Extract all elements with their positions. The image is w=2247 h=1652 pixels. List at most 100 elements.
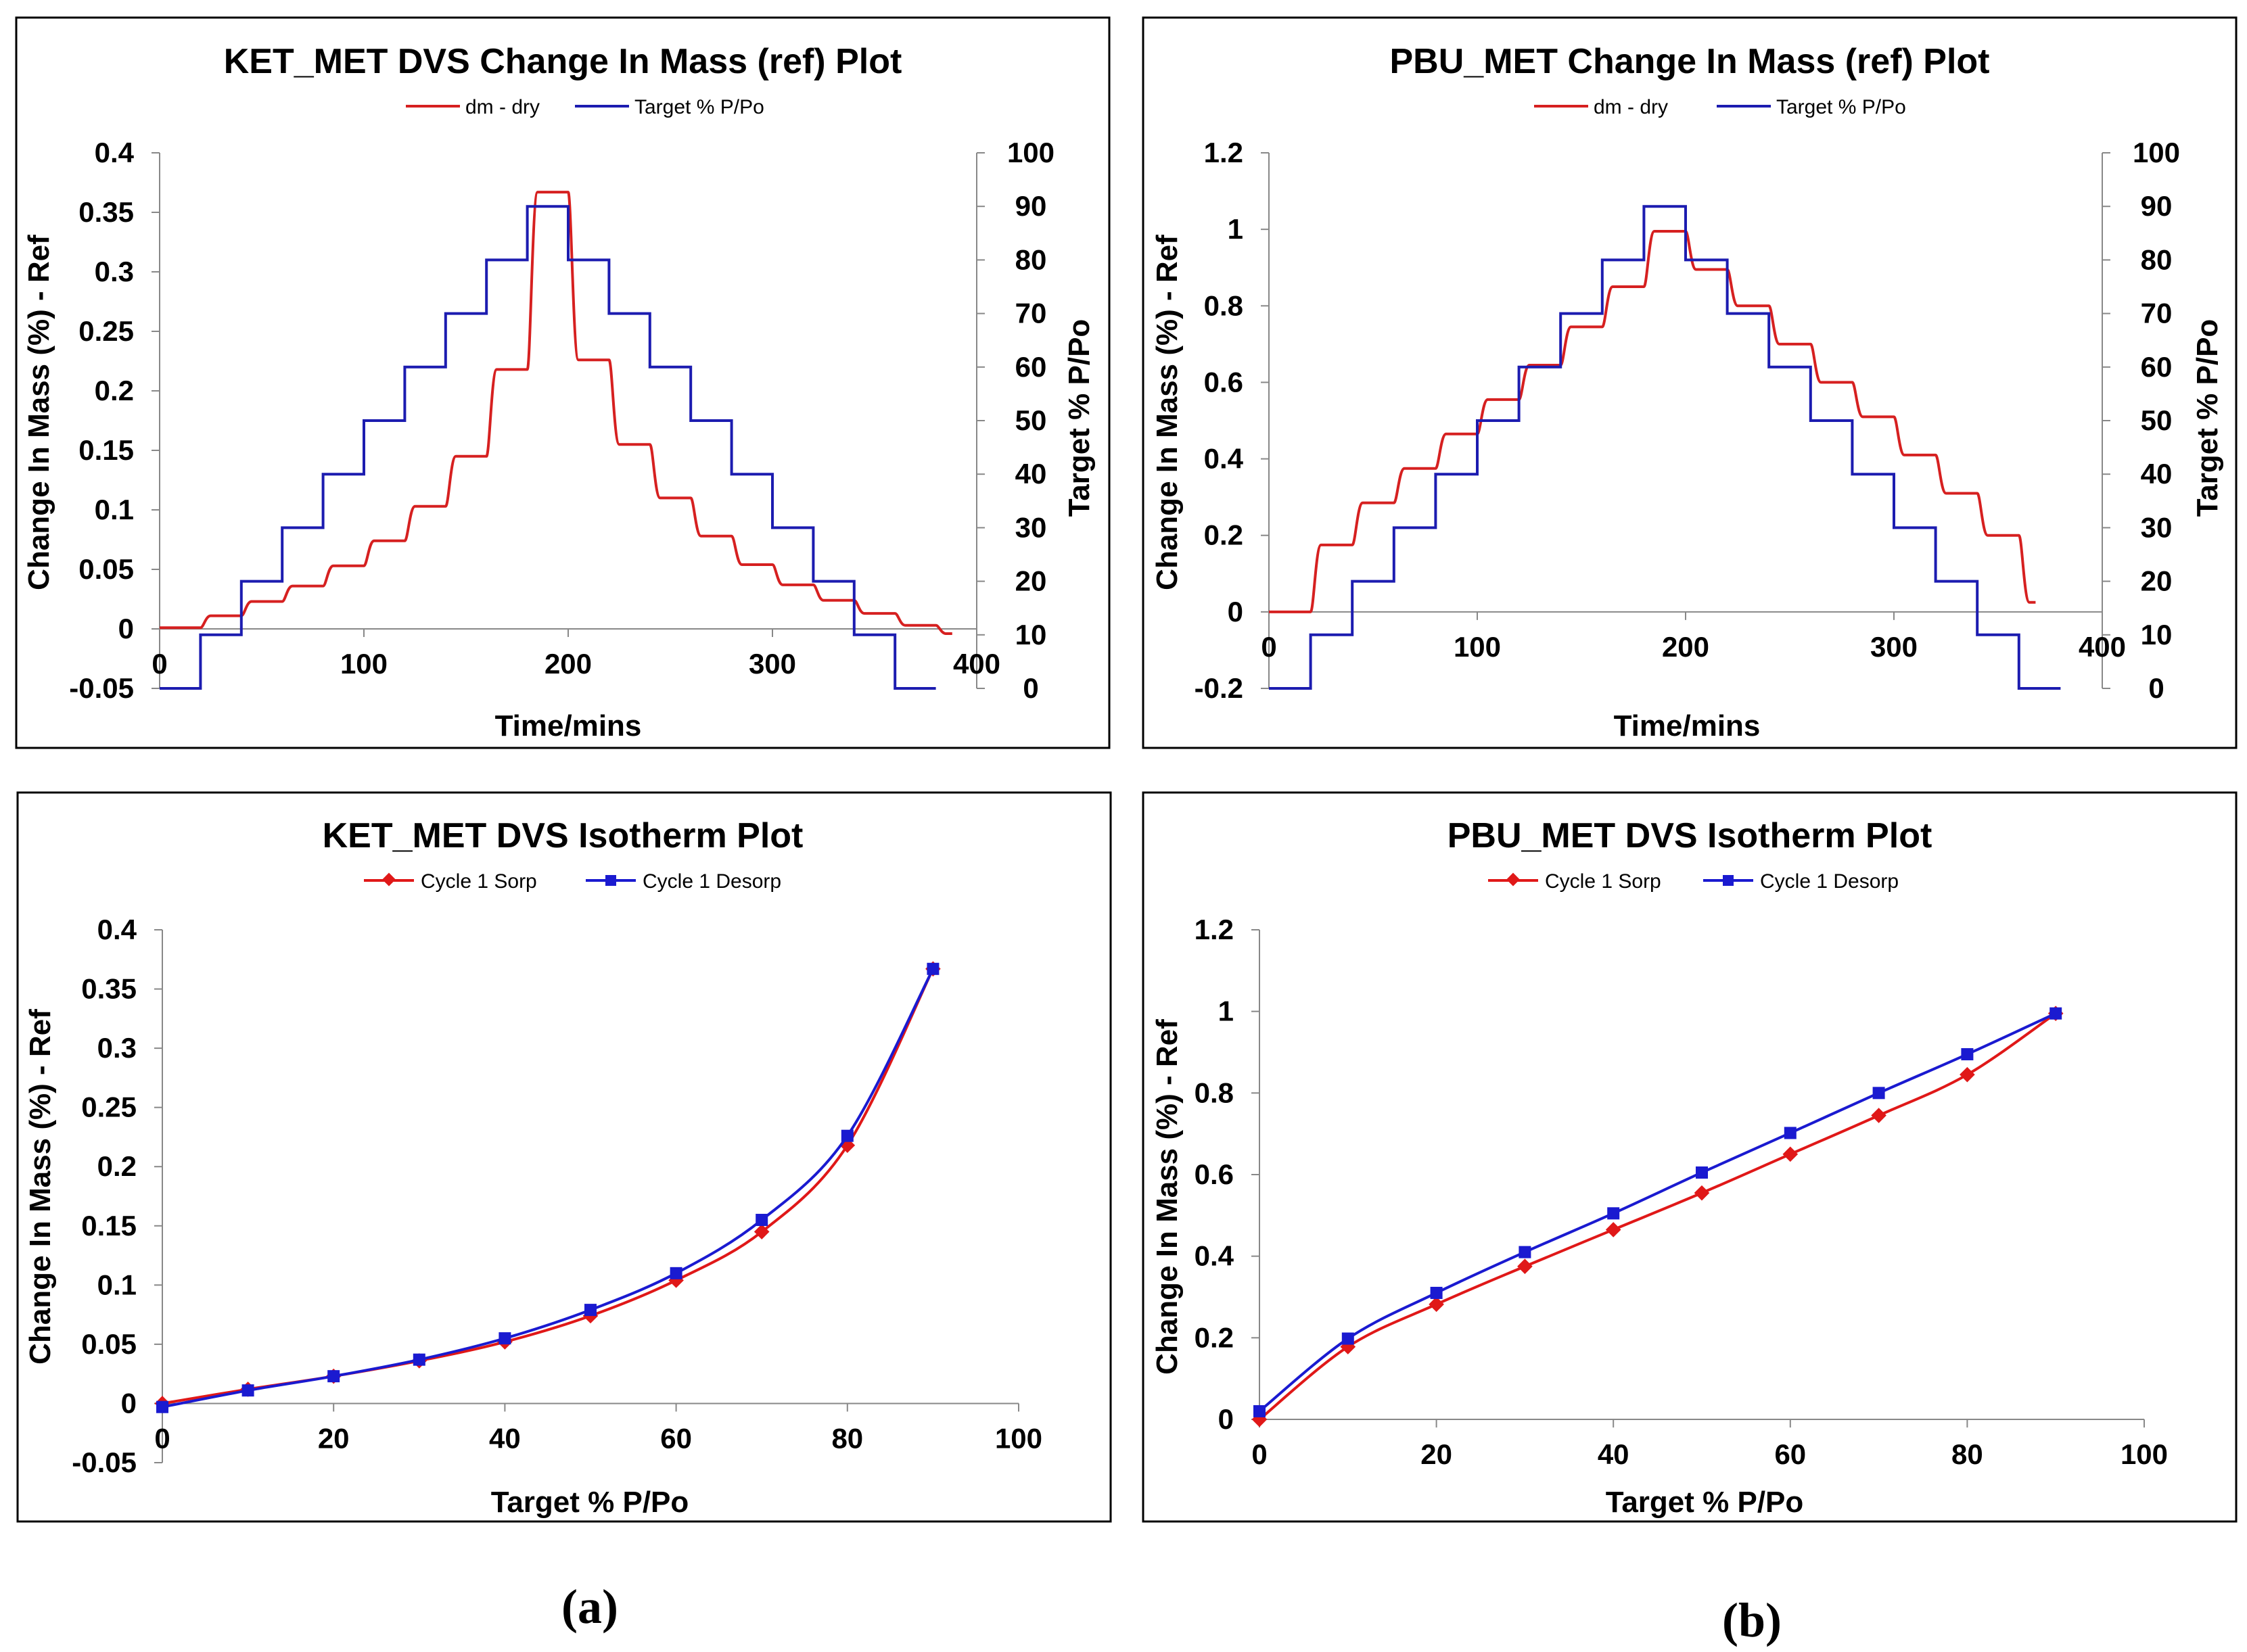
x-tick-label: 100 bbox=[2121, 1438, 2168, 1470]
y-tick-label: 0.1 bbox=[95, 494, 134, 525]
series-dm-dry-line bbox=[160, 191, 952, 636]
y-tick-label: 0 bbox=[118, 613, 134, 644]
chart-frame bbox=[1142, 16, 2238, 749]
y-tick-label: 0 bbox=[121, 1387, 137, 1419]
legend-label-dm-dry: dm - dry bbox=[465, 96, 540, 118]
y-tick-label: 0.6 bbox=[1204, 366, 1243, 398]
x-tick-label: 20 bbox=[318, 1422, 350, 1454]
y-tick-label: -0.2 bbox=[1195, 672, 1243, 704]
y2-axis-label: Target % P/Po bbox=[1063, 319, 1096, 517]
chart-frame bbox=[1142, 791, 2238, 1523]
plot-area: -0.2 0 0.2 0.4 0.6 0.8 1 1.2 0 100 200 300 400 0 10 20 3… bbox=[1195, 137, 2180, 704]
y-tick-label: 0 bbox=[1228, 596, 1243, 628]
y-tick-label: 0.6 bbox=[1195, 1158, 1234, 1190]
y2-tick-label: 0 bbox=[2148, 672, 2164, 704]
y-tick-label: 1.2 bbox=[1204, 137, 1243, 168]
y2-tick-label: 60 bbox=[2141, 351, 2173, 383]
series-cycle-1-sorp-point bbox=[1605, 1222, 1621, 1237]
y-tick-label: 0.25 bbox=[81, 1091, 137, 1123]
y-tick-label: 0.35 bbox=[81, 973, 137, 1005]
y2-tick-label: 70 bbox=[1015, 298, 1047, 329]
panel-label-b: (b) bbox=[1722, 1593, 1782, 1647]
panel-label-a: (a) bbox=[561, 1580, 618, 1634]
x-tick-label: 300 bbox=[1870, 631, 1918, 663]
y-tick-label: 0.2 bbox=[1195, 1321, 1234, 1353]
series-cycle-1-desorp-point bbox=[1607, 1207, 1620, 1220]
x-tick-label: 200 bbox=[545, 648, 592, 680]
chart-legend: dm - dry Target % P/Po bbox=[406, 96, 764, 118]
y-tick-label: 0.15 bbox=[78, 434, 134, 466]
legend-marker-desorp bbox=[1723, 875, 1734, 886]
y2-tick-label: 40 bbox=[2141, 458, 2173, 490]
y-axis-label: Change In Mass (%) - Ref bbox=[1151, 235, 1184, 590]
y2-tick-label: 30 bbox=[1015, 511, 1047, 543]
y-tick-label: -0.05 bbox=[72, 1446, 137, 1478]
chart-legend: Cycle 1 Sorp Cycle 1 Desorp bbox=[1488, 870, 1899, 893]
chart-legend: Cycle 1 Sorp Cycle 1 Desorp bbox=[364, 870, 781, 893]
x-tick-label: 0 bbox=[1251, 1438, 1267, 1470]
y-tick-label: 0.4 bbox=[1204, 443, 1244, 475]
y-tick-label: 0.15 bbox=[81, 1210, 137, 1242]
x-tick-label: 100 bbox=[1454, 631, 1501, 663]
y-tick-label: 0.2 bbox=[95, 375, 134, 406]
y-tick-label: 0.05 bbox=[81, 1328, 137, 1360]
series-cycle-1-sorp-point bbox=[1960, 1066, 1975, 1083]
y2-tick-label: 50 bbox=[2141, 404, 2173, 436]
y-tick-label: 0.4 bbox=[1195, 1240, 1234, 1272]
series-cycle-1-sorp-line bbox=[1258, 1012, 2057, 1421]
x-tick-label: 80 bbox=[1951, 1438, 1983, 1470]
y-tick-label: 0.4 bbox=[97, 914, 137, 945]
x-tick-label: 400 bbox=[953, 648, 1000, 680]
series-cycle-1-desorp-point bbox=[156, 1400, 168, 1413]
y-tick-label: 1 bbox=[1218, 995, 1234, 1027]
chart-frame bbox=[15, 16, 1111, 749]
series-cycle-1-desorp-point bbox=[327, 1370, 340, 1383]
legend-marker-desorp bbox=[605, 875, 616, 886]
series-cycle-1-desorp-point bbox=[1961, 1048, 1974, 1061]
y2-tick-label: 20 bbox=[2141, 565, 2173, 597]
y-tick-label: 0 bbox=[1218, 1403, 1234, 1435]
plot-area: 0 0.2 0.4 0.6 0.8 1 1.2 0 20 40 60 80 100 bbox=[1195, 914, 2168, 1470]
series-cycle-1-desorp-point bbox=[756, 1214, 768, 1227]
y2-tick-label: 0 bbox=[1023, 672, 1038, 704]
y2-tick-label: 80 bbox=[2141, 243, 2173, 275]
y-tick-label: 0.2 bbox=[97, 1150, 137, 1182]
series-cycle-1-desorp-point bbox=[2049, 1007, 2062, 1020]
series-cycle-1-desorp-point bbox=[1696, 1166, 1708, 1179]
legend-label-sorp: Cycle 1 Sorp bbox=[421, 870, 537, 893]
series-cycle-1-desorp-point bbox=[1872, 1087, 1885, 1100]
chart-pbu-mass: PBU_MET Change In Mass (ref) Plot dm - d… bbox=[1142, 16, 2238, 749]
legend-label-desorp: Cycle 1 Desorp bbox=[643, 870, 781, 893]
y-tick-label: 0.8 bbox=[1195, 1077, 1234, 1108]
y2-tick-label: 10 bbox=[2141, 619, 2173, 651]
series-cycle-1-desorp-point bbox=[841, 1129, 854, 1142]
chart-title: PBU_MET DVS Isotherm Plot bbox=[1447, 816, 1932, 855]
x-axis-label: Time/mins bbox=[1614, 709, 1761, 742]
y-tick-label: 0.05 bbox=[78, 553, 134, 585]
x-tick-label: 400 bbox=[2079, 631, 2126, 663]
chart-title: PBU_MET Change In Mass (ref) Plot bbox=[1390, 42, 1990, 81]
y-tick-label: 1.2 bbox=[1195, 914, 1234, 945]
chart-pbu-iso: PBU_MET DVS Isotherm Plot Cycle 1 Sorp C… bbox=[1142, 791, 2238, 1523]
y-axis-label: Change In Mass (%) - Ref bbox=[22, 235, 55, 590]
plot-area: -0.05 0 0.05 0.1 0.15 0.2 0.25 0.3 0.35 0.4 0 20 40 6… bbox=[72, 914, 1042, 1478]
y2-tick-label: 50 bbox=[1015, 404, 1047, 436]
x-tick-label: 0 bbox=[1261, 631, 1276, 663]
series-cycle-1-desorp-point bbox=[1430, 1286, 1443, 1299]
x-axis-label: Time/mins bbox=[495, 709, 642, 742]
legend-label-target: Target % P/Po bbox=[634, 96, 764, 118]
y-tick-label: 1 bbox=[1228, 213, 1243, 245]
x-tick-label: 40 bbox=[1598, 1438, 1629, 1470]
y2-tick-label: 90 bbox=[2141, 190, 2173, 222]
series-cycle-1-desorp-point bbox=[927, 962, 940, 975]
series-target-p-po-line bbox=[1269, 205, 2061, 690]
series-cycle-1-sorp-point bbox=[1694, 1185, 1710, 1201]
chart-legend: dm - dry Target % P/Po bbox=[1534, 96, 1906, 118]
series-cycle-1-desorp-point bbox=[241, 1384, 254, 1397]
x-axis-label: Target % P/Po bbox=[491, 1486, 689, 1519]
series-cycle-1-desorp-line bbox=[1258, 1012, 2057, 1413]
series-cycle-1-sorp-point bbox=[1517, 1258, 1533, 1275]
series-target-p-po-line bbox=[160, 205, 936, 690]
